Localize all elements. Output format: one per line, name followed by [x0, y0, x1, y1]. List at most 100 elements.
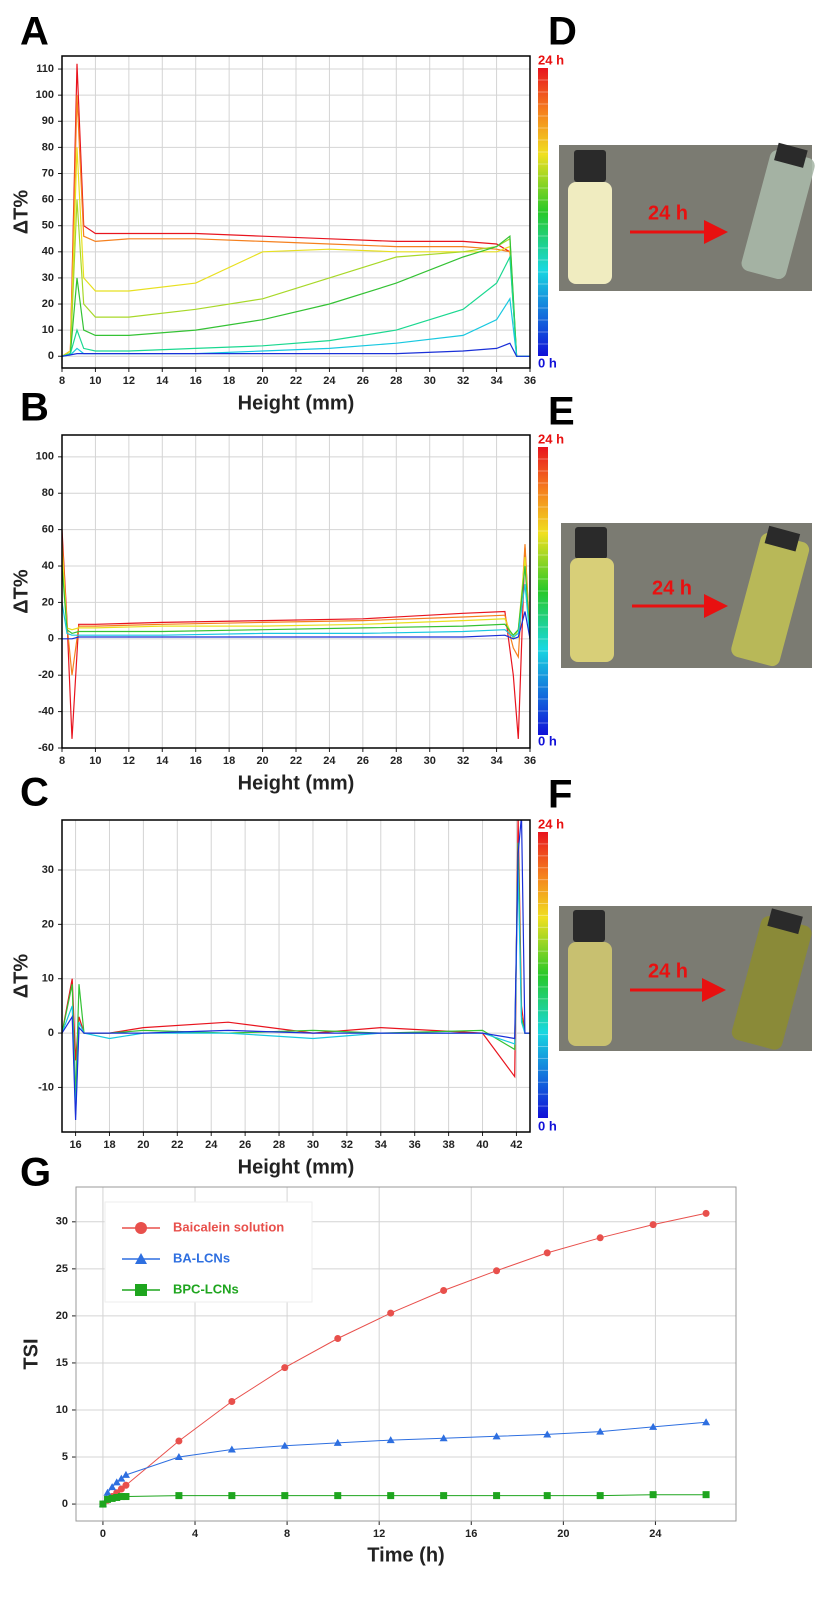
y-tick-label: -40: [38, 706, 54, 718]
x-tick-label: 12: [373, 1528, 385, 1540]
y-tick-label: 0: [62, 1498, 68, 1510]
x-tick-label: 8: [59, 755, 65, 767]
marker: [228, 1398, 236, 1406]
marker: [333, 1438, 342, 1446]
y-tick-label: -60: [38, 742, 54, 754]
data-line: [62, 297, 530, 357]
x-tick-label: 14: [156, 755, 169, 767]
y-tick-label: 90: [42, 115, 54, 127]
x-tick-label: 24: [323, 755, 336, 767]
y-tick-label: 10: [42, 324, 54, 336]
colorbar: [538, 68, 548, 356]
y-tick-label: 80: [42, 487, 54, 499]
x-tick-label: 36: [409, 1139, 421, 1151]
data-line: [62, 820, 530, 1121]
data-line: [62, 199, 530, 357]
x-tick-label: 18: [223, 375, 235, 387]
x-tick-label: 36: [524, 375, 536, 387]
legend-marker: [135, 1253, 147, 1264]
marker: [117, 1474, 126, 1482]
x-tick-label: 26: [357, 375, 369, 387]
series-group: [98, 1209, 711, 1508]
x-tick-label: 22: [290, 755, 302, 767]
series-group: [62, 63, 530, 357]
x-tick-label: 30: [424, 755, 436, 767]
y-tick-label: 70: [42, 167, 54, 179]
y-tick-label: 25: [56, 1263, 68, 1275]
x-tick-label: 30: [307, 1139, 319, 1151]
marker: [281, 1492, 289, 1500]
data-line: [62, 95, 530, 357]
x-tick-label: 20: [557, 1528, 569, 1540]
data-line: [62, 147, 530, 357]
x-tick-label: 22: [290, 375, 302, 387]
y-axis-title: TSI: [20, 1338, 42, 1369]
x-tick-label: 26: [239, 1139, 251, 1151]
x-tick-label: 18: [103, 1139, 115, 1151]
legend-marker: [135, 1284, 147, 1296]
x-tick-label: 4: [192, 1528, 199, 1540]
y-tick-label: 40: [42, 246, 54, 258]
colorbar-label: 24 h: [538, 52, 564, 67]
panel-label: B: [20, 386, 49, 430]
x-tick-label: 16: [465, 1528, 477, 1540]
plot-area: [62, 820, 530, 1132]
marker: [492, 1432, 501, 1440]
colorbar-label: 24 h: [538, 431, 564, 446]
marker: [702, 1209, 710, 1217]
y-tick-label: 100: [36, 89, 54, 101]
y-tick-label: 10: [56, 1404, 68, 1416]
data-line: [62, 538, 530, 676]
y-axis-title: ΔT%: [10, 190, 32, 235]
marker: [386, 1436, 395, 1444]
x-tick-label: 20: [137, 1139, 149, 1151]
y-tick-label: 20: [42, 298, 54, 310]
colorbar-label: 0 h: [538, 355, 557, 370]
x-tick-label: 34: [490, 755, 503, 767]
marker: [440, 1492, 448, 1500]
marker: [702, 1418, 711, 1426]
legend-label: Baicalein solution: [173, 1219, 284, 1234]
x-tick-label: 34: [375, 1139, 388, 1151]
x-tick-label: 32: [457, 375, 469, 387]
plot-frame: [61, 819, 531, 1133]
photo-e: [561, 523, 812, 668]
marker: [122, 1493, 130, 1501]
series-group: [62, 820, 530, 1121]
series-group: [62, 529, 530, 739]
marker: [122, 1481, 130, 1489]
x-tick-label: 32: [341, 1139, 353, 1151]
y-axis-title: ΔT%: [10, 954, 32, 999]
x-tick-label: 32: [457, 755, 469, 767]
x-tick-label: 22: [171, 1139, 183, 1151]
marker: [596, 1427, 605, 1435]
data-line: [62, 254, 530, 357]
photo-label: 24 h: [652, 577, 692, 599]
x-tick-label: 16: [190, 755, 202, 767]
y-tick-label: 30: [56, 1216, 68, 1228]
y-tick-label: 60: [42, 194, 54, 206]
marker: [493, 1267, 501, 1275]
x-tick-label: 24: [323, 375, 336, 387]
y-tick-label: 100: [36, 451, 54, 463]
x-tick-label: 14: [156, 375, 169, 387]
y-tick-label: 0: [48, 633, 54, 645]
marker: [280, 1441, 289, 1449]
x-tick-label: 40: [476, 1139, 488, 1151]
photo-label: 24 h: [648, 202, 688, 224]
x-tick-label: 20: [256, 755, 268, 767]
x-tick-label: 28: [273, 1139, 285, 1151]
marker: [281, 1364, 289, 1372]
legend-label: BPC-LCNs: [173, 1281, 239, 1296]
marker: [543, 1249, 551, 1257]
x-tick-label: 8: [59, 375, 65, 387]
marker: [108, 1483, 117, 1491]
marker: [104, 1495, 112, 1503]
marker: [334, 1492, 342, 1500]
y-tick-label: 60: [42, 524, 54, 536]
panel-label: E: [548, 390, 575, 434]
plot-frame: [61, 434, 531, 749]
marker: [113, 1493, 121, 1501]
colorbar-label: 24 h: [538, 816, 564, 831]
y-tick-label: 30: [42, 864, 54, 876]
